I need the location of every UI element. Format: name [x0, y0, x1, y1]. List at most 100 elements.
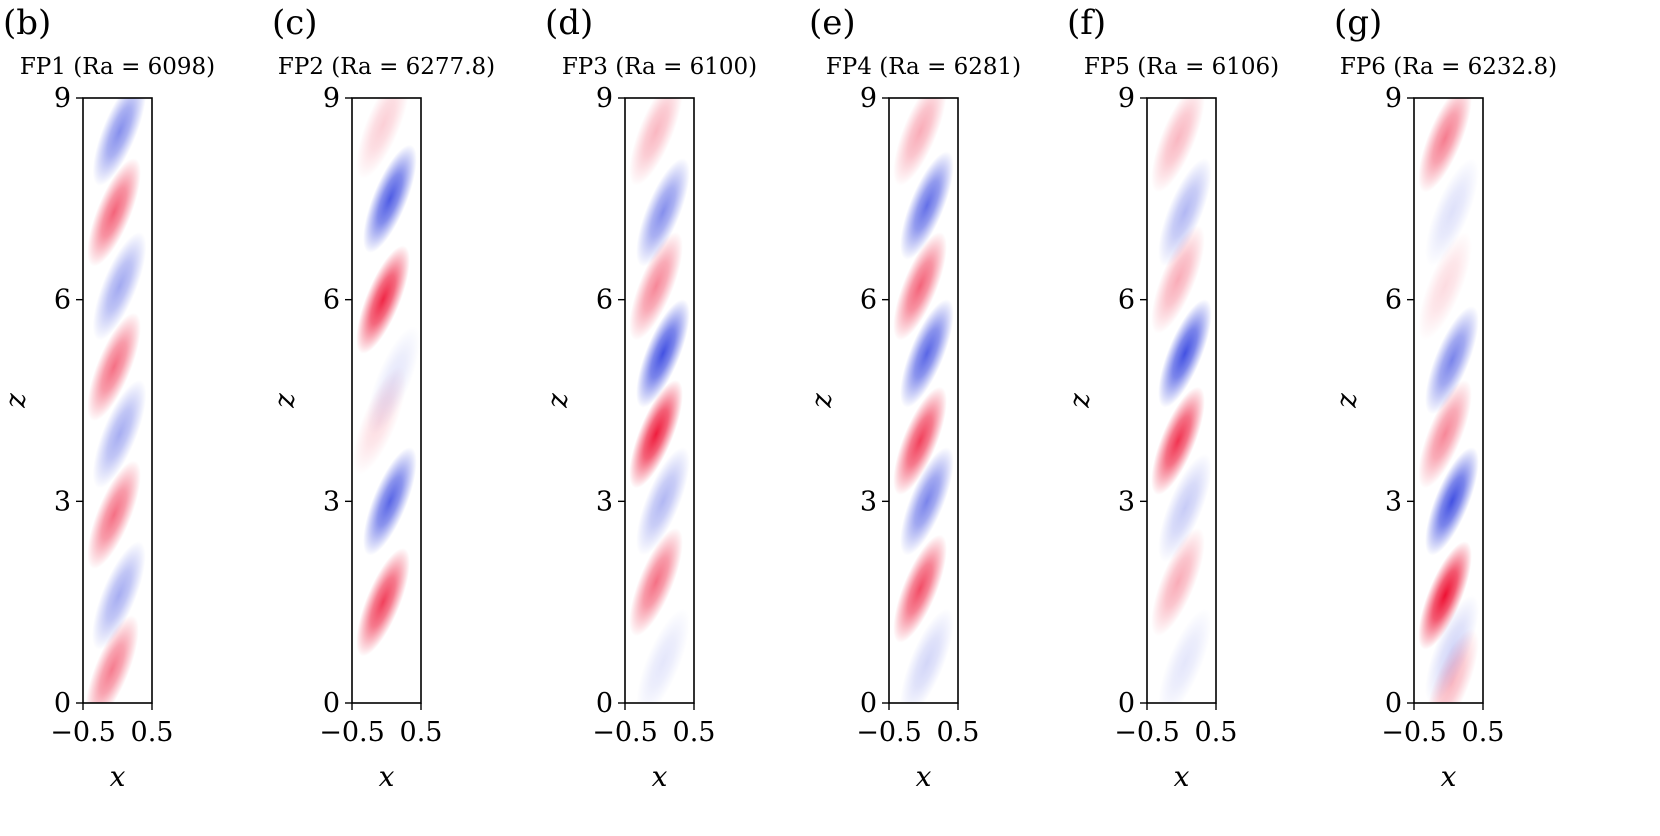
x-axis-label: x [652, 760, 668, 793]
y-axis-label: z [805, 393, 838, 409]
positive-cell-2 [629, 527, 683, 637]
x-tick-label: −0.5 [50, 717, 116, 748]
y-axis-label: z [1330, 393, 1363, 409]
positive-cell-8 [629, 98, 683, 186]
field [1418, 98, 1479, 703]
positive-cell-4 [893, 386, 947, 495]
axes-frame [1413, 97, 1484, 704]
panel-label: (b) [3, 3, 51, 43]
panel-3: 0 3 6 9 −0.5 0.5x z (d) FP3 (Ra = 6100) [541, 3, 757, 793]
panel-1: 0 3 6 9 −0.5 0.5x z (b) FP1 (Ra = 6098) [0, 3, 215, 793]
negative-cell-2 [1425, 595, 1479, 703]
y-axis-label: z [541, 393, 574, 409]
negative-cell-3 [1158, 453, 1212, 563]
field [629, 98, 690, 703]
positive-cell-4 [1151, 386, 1205, 495]
panel-2: 0 3 6 9 −0.5 0.5x z (c) FP2 (Ra = 6277.8) [268, 3, 495, 793]
positive-cell-1 [356, 548, 410, 657]
positive-cell-8 [1151, 98, 1205, 193]
panel-6: 0 3 6 9 −0.5 0.5x z (g) FP6 (Ra = 6232.8) [1330, 3, 1557, 793]
x-tick-label: 0.5 [673, 717, 716, 748]
panel-label: (c) [272, 3, 318, 43]
y-tick-label: 6 [596, 285, 613, 316]
negative-cell-8 [92, 98, 147, 186]
negative-cell-8 [1425, 158, 1479, 267]
positive-cell-7 [87, 158, 141, 267]
x-tick-label: −0.5 [592, 717, 658, 748]
negative-cell-3 [900, 447, 954, 556]
y-tick-label: 9 [54, 83, 71, 114]
positive-cell-5 [87, 312, 141, 422]
panel-title: FP6 (Ra = 6232.8) [1340, 54, 1557, 80]
positive-cell-6 [629, 232, 683, 341]
y-tick-label: 3 [1385, 486, 1402, 517]
negative-cell-5 [1158, 299, 1212, 408]
negative-cell-4 [92, 379, 147, 489]
y-tick-label: 3 [54, 486, 71, 517]
y-tick-label: 6 [323, 285, 340, 316]
y-tick-label: 0 [54, 688, 71, 719]
positive-cell-3 [87, 460, 141, 569]
negative-cell-5 [900, 299, 954, 408]
y-tick-label: 9 [1385, 83, 1402, 114]
y-axis-label: z [268, 393, 301, 409]
y-tick-label: 0 [860, 688, 877, 719]
x-tick-label: 0.5 [131, 717, 174, 748]
x-tick-label: 0.5 [1462, 717, 1505, 748]
x-tick-label: 0.5 [1195, 717, 1238, 748]
y-tick-label: 3 [323, 486, 340, 517]
positive-cell-7 [356, 98, 410, 180]
y-tick-label: 6 [860, 285, 877, 316]
axes-frame [351, 97, 422, 704]
panel-label: (g) [1334, 3, 1382, 43]
negative-cell-5 [636, 299, 690, 408]
y-tick-label: 9 [1118, 83, 1135, 114]
panel-title: FP2 (Ra = 6277.8) [278, 54, 495, 80]
y-tick-label: 6 [1118, 285, 1135, 316]
panel-label: (e) [809, 3, 856, 43]
x-tick-label: −0.5 [319, 717, 385, 748]
x-tick-label: 0.5 [400, 717, 443, 748]
field [85, 98, 147, 703]
y-tick-label: 3 [1118, 486, 1135, 517]
x-axis-label: x [110, 760, 126, 793]
positive-cell-4 [629, 379, 683, 489]
y-tick-label: 9 [323, 83, 340, 114]
y-tick-label: 9 [596, 83, 613, 114]
positive-cell-1 [85, 615, 139, 703]
positive-cell-6 [1151, 225, 1205, 334]
negative-cell-3 [636, 447, 690, 556]
panel-4: 0 3 6 9 −0.5 0.5x z (e) FP4 (Ra = 6281) [805, 3, 1021, 793]
panel-5: 0 3 6 9 −0.5 0.5x z (f) FP5 (Ra = 6106) [1063, 3, 1279, 793]
positive-cell-9 [1418, 98, 1472, 193]
axes-frame [624, 97, 695, 704]
panel-title: FP3 (Ra = 6100) [562, 54, 757, 80]
field [352, 98, 421, 657]
negative-cell-7 [900, 151, 954, 260]
x-tick-label: −0.5 [856, 717, 922, 748]
positive-cell-6 [893, 232, 947, 341]
positive-cell-3 [1418, 541, 1472, 650]
y-tick-label: 0 [596, 688, 613, 719]
negative-cell-1 [900, 608, 954, 703]
x-axis-label: x [916, 760, 932, 793]
negative-cell-7 [636, 158, 690, 267]
negative-cell-1 [1158, 608, 1212, 703]
negative-cell-2 [92, 541, 146, 650]
negative-cell-6 [363, 144, 417, 253]
y-axis-label: z [1063, 393, 1096, 409]
panel-label: (f) [1067, 3, 1106, 43]
y-tick-label: 9 [860, 83, 877, 114]
x-tick-label: −0.5 [1381, 717, 1447, 748]
positive-cell-2 [893, 534, 947, 643]
negative-cell-6 [92, 232, 147, 341]
field [1151, 98, 1212, 703]
negative-cell-1 [636, 608, 690, 703]
positive-cell-8 [893, 98, 947, 186]
positive-cell-5 [1418, 379, 1472, 489]
axes-frame [888, 97, 959, 704]
panel-title: FP4 (Ra = 6281) [826, 54, 1021, 80]
y-tick-label: 6 [1385, 285, 1402, 316]
x-axis-label: x [1441, 760, 1457, 793]
